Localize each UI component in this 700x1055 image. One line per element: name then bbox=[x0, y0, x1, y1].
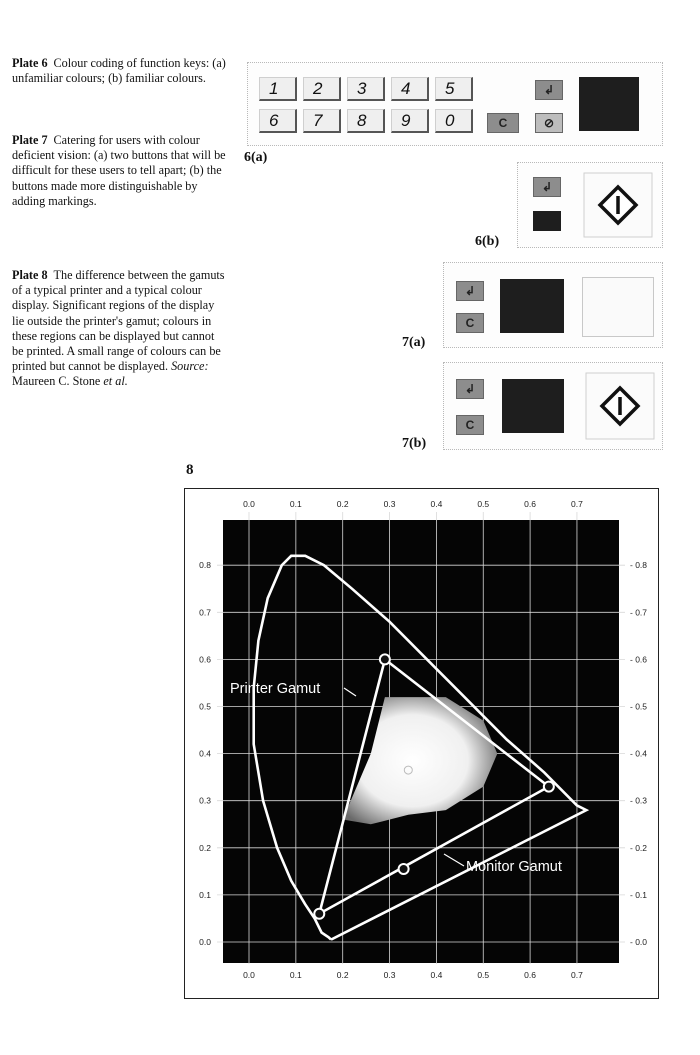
gamut-point-blue bbox=[313, 907, 326, 920]
caption-plate-7: Plate 7 Catering for users with colour de… bbox=[12, 133, 227, 209]
gamut-point-white bbox=[397, 862, 410, 875]
chart-grid bbox=[217, 512, 625, 964]
x-tick-label-top: 0.5 bbox=[477, 499, 489, 509]
colour-swatch-empty bbox=[582, 277, 654, 337]
y-tick-label-left: 0.5 bbox=[199, 702, 211, 712]
y-tick-label-right: - 0.8 bbox=[630, 560, 647, 570]
keypad-key: 6 bbox=[259, 109, 297, 133]
y-tick-label-left: 0.2 bbox=[199, 843, 211, 853]
x-tick-label-top: 0.4 bbox=[430, 499, 442, 509]
plate-8-label: 8 bbox=[186, 462, 194, 478]
enter-key: ↲ bbox=[533, 177, 561, 197]
monitor-leader-line bbox=[443, 853, 465, 867]
caption-text: Catering for users with colour deficient… bbox=[12, 133, 226, 208]
plate-7a-label: 7(a) bbox=[402, 335, 426, 350]
y-tick-label-right: - 0.7 bbox=[630, 607, 647, 617]
caption-plate-6: Plate 6 Colour coding of function keys: (… bbox=[12, 56, 227, 86]
printer-gamut-label: Printer Gamut bbox=[230, 681, 320, 697]
colour-swatch bbox=[502, 379, 564, 433]
y-tick-label-right: - 0.0 bbox=[630, 937, 647, 947]
y-tick-label-left: 0.0 bbox=[199, 937, 211, 947]
x-tick-label-top: 0.2 bbox=[337, 499, 349, 509]
y-tick-label-right: - 0.4 bbox=[630, 749, 647, 759]
y-tick-label-right: - 0.2 bbox=[630, 843, 647, 853]
caption-label: Plate 8 bbox=[12, 268, 48, 282]
x-tick-label-top: 0.6 bbox=[524, 499, 536, 509]
x-tick-label-top: 0.0 bbox=[243, 499, 255, 509]
y-tick-label-left: 0.4 bbox=[199, 749, 211, 759]
plate-6b-label: 6(b) bbox=[475, 234, 500, 249]
keypad-key: 0 bbox=[435, 109, 473, 133]
keypad-key: 3 bbox=[347, 77, 385, 101]
x-tick-label-bottom: 0.1 bbox=[290, 970, 302, 980]
y-tick-label-left: 0.7 bbox=[199, 607, 211, 617]
caption-text: Colour coding of function keys: (a) unfa… bbox=[12, 56, 226, 86]
clear-key: C bbox=[487, 113, 519, 133]
plate-6a-panel: 1 2 3 4 5 6 7 8 9 0 C ↲ ⊘ bbox=[247, 62, 663, 146]
x-tick-label-bottom: 0.2 bbox=[337, 970, 349, 980]
caption-plate-8: Plate 8 The difference between the gamuts… bbox=[12, 268, 227, 390]
source-label: Source: bbox=[171, 359, 209, 374]
plate-7b-panel: ↲ C bbox=[443, 362, 663, 450]
x-tick-label-bottom: 0.3 bbox=[384, 970, 396, 980]
y-tick-label-left: 0.8 bbox=[199, 560, 211, 570]
x-tick-label-bottom: 0.4 bbox=[430, 970, 442, 980]
keypad-key: 4 bbox=[391, 77, 429, 101]
plate-7a-panel: ↲ C bbox=[443, 262, 663, 348]
stop-key: ⊘ bbox=[535, 113, 563, 133]
keypad-key: 7 bbox=[303, 109, 341, 133]
x-tick-label-bottom: 0.6 bbox=[524, 970, 536, 980]
plate-6a-label: 6(a) bbox=[244, 150, 268, 165]
spectral-locus bbox=[252, 554, 590, 941]
enter-key: ↲ bbox=[456, 379, 484, 399]
x-tick-label-top: 0.7 bbox=[571, 499, 583, 509]
monitor-gamut-label: Monitor Gamut bbox=[466, 859, 562, 875]
enter-key: ↲ bbox=[535, 80, 563, 100]
x-tick-label-top: 0.1 bbox=[290, 499, 302, 509]
printer-leader-line bbox=[343, 687, 357, 697]
y-tick-label-left: 0.6 bbox=[199, 654, 211, 664]
caption-label: Plate 6 bbox=[12, 56, 48, 70]
gamut-point-red bbox=[542, 780, 555, 793]
y-tick-label-left: 0.3 bbox=[199, 796, 211, 806]
gamut-points bbox=[313, 653, 555, 920]
keypad-key: 2 bbox=[303, 77, 341, 101]
gamut-point-green bbox=[378, 653, 391, 666]
plate-7b-label: 7(b) bbox=[402, 436, 427, 451]
keypad-key: 8 bbox=[347, 109, 385, 133]
keypad-key: 9 bbox=[391, 109, 429, 133]
y-tick-label-right: - 0.5 bbox=[630, 702, 647, 712]
source-text: Maureen C. Stone bbox=[12, 374, 101, 389]
y-tick-label-left: 0.1 bbox=[199, 890, 211, 900]
start-icon bbox=[585, 372, 655, 440]
caption-label: Plate 7 bbox=[12, 133, 48, 147]
y-tick-label-right: - 0.6 bbox=[630, 654, 647, 664]
start-icon bbox=[583, 172, 653, 238]
keypad-key: 5 bbox=[435, 77, 473, 101]
y-tick-label-right: - 0.3 bbox=[630, 796, 647, 806]
chromaticity-chart: 0.0 0.0 0.1 0.1 0.2 0.2 0.3 0.3 0.4 0.4 0.5 0.5 0.6 0… bbox=[184, 488, 659, 999]
chart-ticks: 0.0 0.0 0.1 0.1 0.2 0.2 0.3 0.3 0.4 0.4 0.5 0.5 0.6 0… bbox=[199, 499, 647, 980]
y-tick-label-right: - 0.1 bbox=[630, 890, 647, 900]
x-tick-label-bottom: 0.5 bbox=[477, 970, 489, 980]
x-tick-label-bottom: 0.0 bbox=[243, 970, 255, 980]
white-point-marker bbox=[403, 765, 413, 775]
monitor-gamut-triangle bbox=[317, 657, 552, 917]
source-etal: et al. bbox=[103, 374, 128, 389]
clear-key: C bbox=[456, 313, 484, 333]
colour-swatch bbox=[579, 77, 639, 131]
x-tick-label-bottom: 0.7 bbox=[571, 970, 583, 980]
keypad-key: 1 bbox=[259, 77, 297, 101]
printer-gamut-region bbox=[342, 697, 498, 825]
colour-swatch bbox=[500, 279, 564, 333]
clear-key: C bbox=[456, 415, 484, 435]
enter-key: ↲ bbox=[456, 281, 484, 301]
plate-6b-panel: ↲ bbox=[517, 162, 663, 248]
colour-swatch bbox=[533, 211, 561, 231]
caption-text: The difference between the gamuts of a t… bbox=[12, 268, 225, 374]
x-tick-label-top: 0.3 bbox=[384, 499, 396, 509]
